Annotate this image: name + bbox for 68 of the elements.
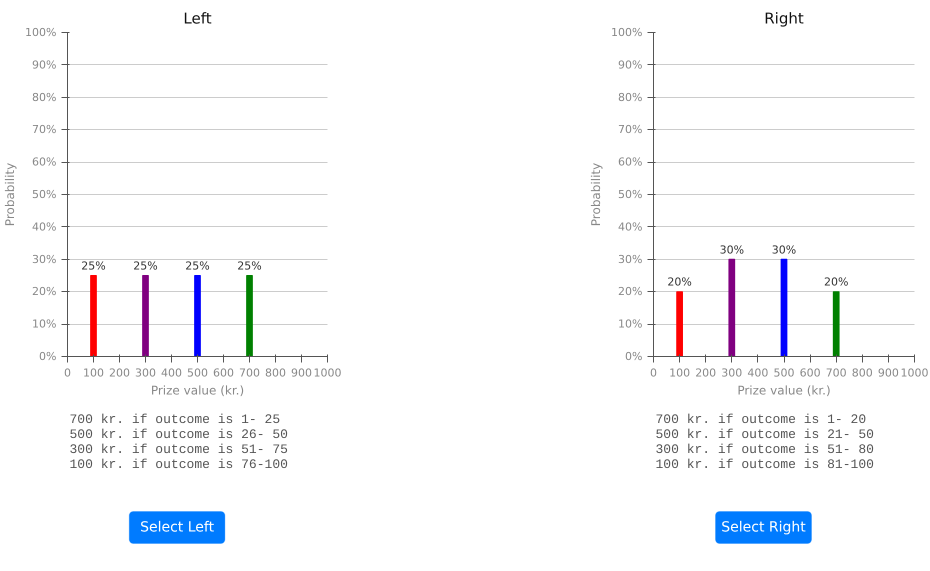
- y-axis-title: Probability: [3, 162, 18, 226]
- y-tick-label: 30%: [32, 252, 57, 266]
- data-label: 30%: [772, 243, 796, 256]
- text: 300 kr. if outcome is 51- 80: [656, 442, 874, 457]
- y-tick-label: 30%: [618, 252, 643, 266]
- x-tick-label: 600: [800, 366, 821, 380]
- text: 100 kr. if outcome is 81-100: [656, 457, 874, 472]
- x-axis-title: Prize value (kr.): [150, 384, 244, 398]
- x-tick-label: 200: [109, 366, 130, 380]
- chart-title: Left: [183, 10, 212, 28]
- y-tick-label: 60%: [618, 156, 643, 169]
- text: 700 kr. if outcome is 1- 25: [69, 412, 280, 427]
- x-tick-label: 400: [747, 366, 768, 380]
- y-tick-label: 50%: [32, 188, 57, 201]
- y-tick-label: 80%: [618, 90, 643, 104]
- data-label: 30%: [720, 243, 744, 256]
- x-tick-label: 300: [135, 366, 156, 380]
- y-tick-label: 100%: [25, 26, 57, 39]
- text: 500 kr. if outcome is 26- 50: [69, 427, 288, 442]
- chart-title: Right: [764, 10, 804, 28]
- x-tick-label: 0: [650, 366, 657, 380]
- y-tick-label: 10%: [618, 318, 643, 331]
- y-tick-label: 40%: [618, 220, 643, 234]
- x-tick-label: 100: [669, 366, 690, 380]
- y-tick-label: 20%: [32, 285, 57, 298]
- x-tick-label: 600: [213, 366, 234, 380]
- y-tick-label: 70%: [618, 123, 643, 136]
- x-tick-label: 900: [878, 366, 899, 380]
- y-tick-label: 20%: [618, 285, 643, 298]
- y-tick-label: 10%: [32, 318, 57, 331]
- y-tick-label: 40%: [32, 220, 57, 234]
- text: Select Right: [721, 520, 806, 536]
- data-label: 25%: [81, 260, 106, 272]
- x-tick-label: 200: [695, 366, 716, 380]
- y-tick-label: 80%: [32, 90, 57, 104]
- data-label: 25%: [237, 260, 262, 272]
- y-tick-label: 50%: [618, 188, 643, 201]
- x-tick-label: 800: [265, 366, 286, 380]
- text: 500 kr. if outcome is 21- 50: [656, 427, 874, 442]
- text: Select Left: [140, 520, 215, 536]
- x-tick-label: 400: [161, 366, 182, 380]
- text: 300 kr. if outcome is 51- 75: [69, 442, 288, 457]
- x-tick-label: 100: [83, 366, 104, 380]
- y-tick-label: 100%: [611, 26, 643, 39]
- x-tick-label: 1000: [900, 366, 929, 380]
- data-label: 20%: [667, 276, 692, 289]
- text: 100 kr. if outcome is 76-100: [69, 457, 288, 472]
- x-tick-label: 300: [721, 366, 742, 380]
- y-tick-label: 70%: [32, 123, 57, 136]
- x-tick-label: 900: [291, 366, 312, 380]
- y-tick-label: 0%: [39, 350, 56, 363]
- data-label: 25%: [133, 260, 158, 272]
- y-tick-label: 90%: [32, 58, 57, 72]
- y-tick-label: 90%: [618, 58, 643, 72]
- x-axis-title: Prize value (kr.): [737, 384, 831, 398]
- x-tick-label: 500: [774, 366, 794, 380]
- y-tick-label: 60%: [32, 156, 57, 169]
- text: 700 kr. if outcome is 1- 20: [656, 412, 866, 427]
- x-tick-label: 700: [239, 366, 260, 380]
- x-tick-label: 700: [826, 366, 847, 380]
- x-tick-label: 0: [64, 366, 71, 380]
- x-tick-label: 1000: [314, 366, 342, 380]
- data-label: 25%: [185, 260, 210, 272]
- x-tick-label: 800: [852, 366, 873, 380]
- x-tick-label: 500: [187, 366, 208, 380]
- y-tick-label: 0%: [625, 350, 642, 363]
- data-label: 20%: [824, 276, 848, 289]
- y-axis-title: Probability: [589, 162, 604, 226]
